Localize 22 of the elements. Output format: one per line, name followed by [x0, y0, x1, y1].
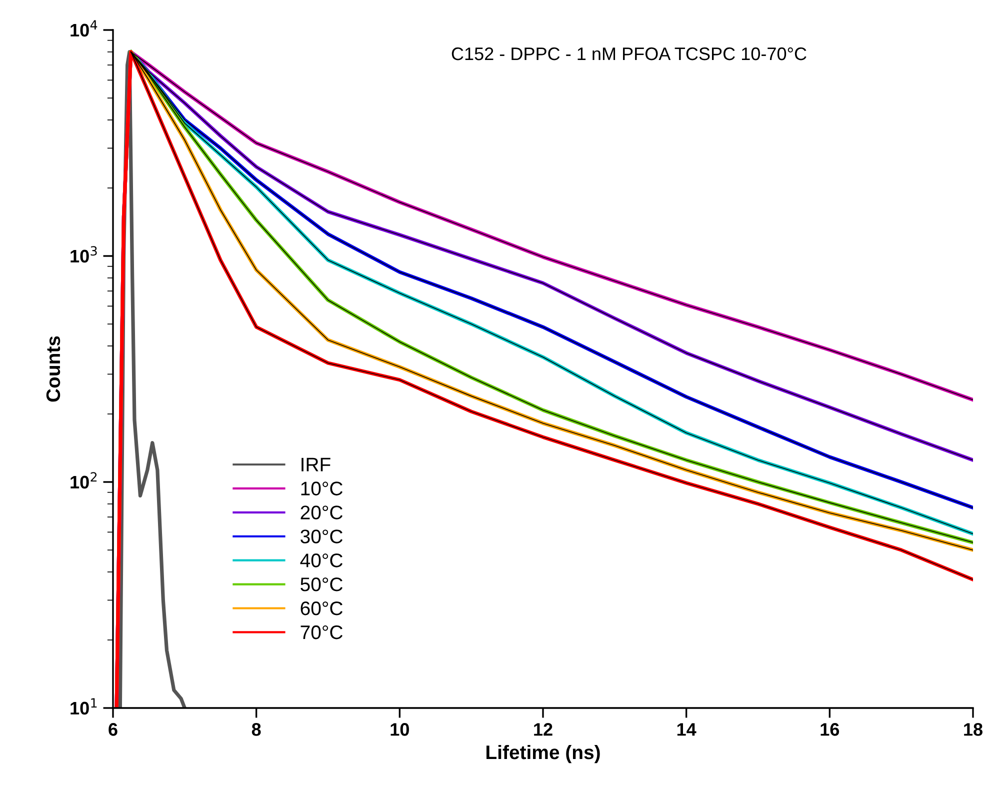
- x-tick-label: 10: [390, 723, 409, 736]
- x-tick-label: 18: [964, 723, 982, 736]
- x-tick-label: 6: [108, 723, 118, 736]
- x-tick-label: 14: [677, 723, 696, 736]
- text: C152 - DPPC - 1 nM PFOA TCSPC 10-70°C: [452, 47, 806, 60]
- y-tick-label: 10$^{3}$: [70, 246, 97, 263]
- y-tick-label: 10$^{4}$: [70, 20, 98, 37]
- legend-label: 60°C: [300, 601, 343, 616]
- legend-label: 70°C: [300, 625, 343, 640]
- y-axis-title: Counts: [46, 336, 60, 402]
- x-tick-label: 8: [252, 723, 261, 736]
- x-tick-label: 12: [534, 723, 552, 736]
- x-tick-label: 16: [820, 723, 840, 736]
- legend-label: 50°C: [300, 578, 343, 592]
- y-tick-label: 10$^{2}$: [70, 472, 97, 489]
- legend-label: 20°C: [300, 506, 343, 520]
- legend-label: 30°C: [300, 530, 343, 544]
- legend-label: 40°C: [300, 554, 343, 568]
- x-axis-title: Lifetime (ns): [486, 744, 600, 764]
- legend-label: 10°C: [301, 482, 343, 496]
- legend-label: IRF: [302, 458, 330, 472]
- y-tick-label: 10$^{1}$: [70, 698, 97, 715]
